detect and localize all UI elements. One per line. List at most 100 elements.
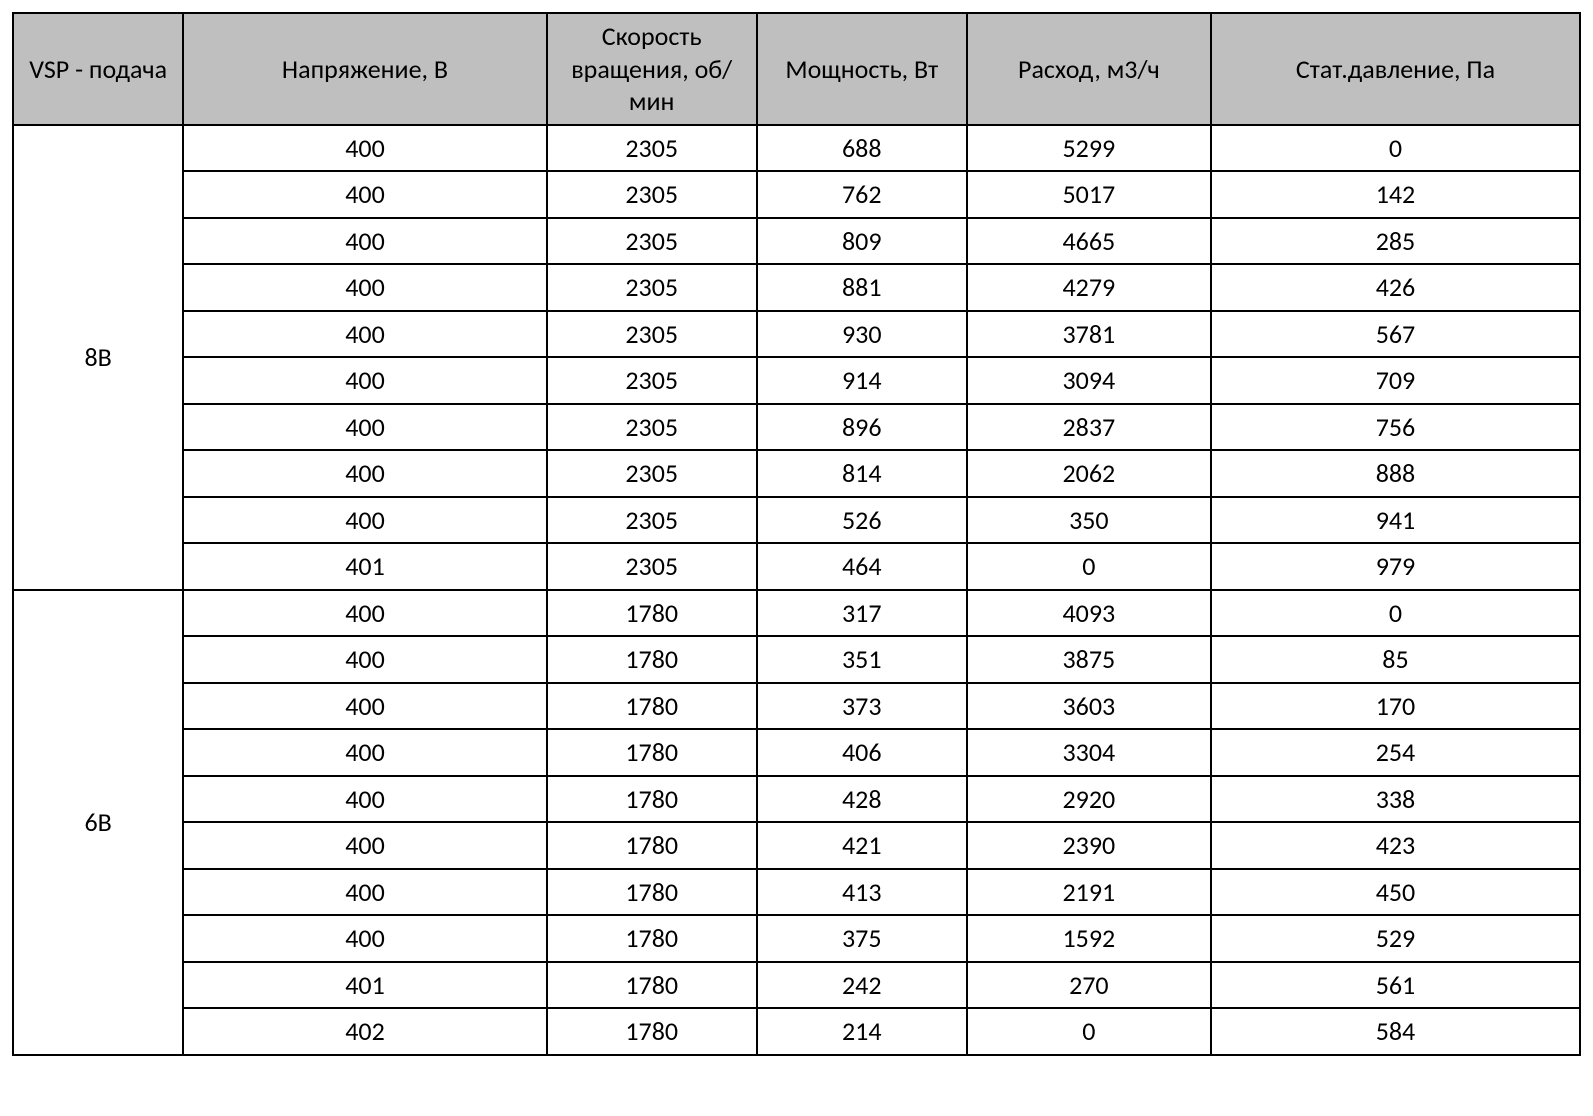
data-cell: 375 — [757, 915, 967, 962]
data-cell: 464 — [757, 543, 967, 590]
data-cell: 0 — [1211, 125, 1580, 172]
data-cell: 1780 — [547, 822, 757, 869]
data-cell: 400 — [183, 776, 546, 823]
data-cell: 1780 — [547, 915, 757, 962]
data-cell: 709 — [1211, 357, 1580, 404]
data-cell: 373 — [757, 683, 967, 730]
table-row: 40017804212390423 — [13, 822, 1580, 869]
data-cell: 561 — [1211, 962, 1580, 1009]
data-cell: 2305 — [547, 125, 757, 172]
table-row: 40123054640979 — [13, 543, 1580, 590]
data-cell: 930 — [757, 311, 967, 358]
data-cell: 400 — [183, 497, 546, 544]
data-cell: 350 — [967, 497, 1211, 544]
table-row: 40023058962837756 — [13, 404, 1580, 451]
col-header-flow: Расход, м3/ч — [967, 13, 1211, 125]
table-row: 40023058142062888 — [13, 450, 1580, 497]
data-cell: 1780 — [547, 1008, 757, 1055]
data-cell: 0 — [967, 1008, 1211, 1055]
data-cell: 2305 — [547, 218, 757, 265]
table-row: 4002305526350941 — [13, 497, 1580, 544]
data-cell: 526 — [757, 497, 967, 544]
data-cell: 888 — [1211, 450, 1580, 497]
data-cell: 401 — [183, 962, 546, 1009]
data-cell: 421 — [757, 822, 967, 869]
data-cell: 406 — [757, 729, 967, 776]
data-cell: 1780 — [547, 590, 757, 637]
table-row: 40023058094665285 — [13, 218, 1580, 265]
data-cell: 1780 — [547, 636, 757, 683]
data-cell: 2305 — [547, 404, 757, 451]
table-row: 40017804132191450 — [13, 869, 1580, 916]
vsp-data-table: VSP - подача Напряжение, В Скорость вращ… — [12, 12, 1581, 1056]
group-label: 6В — [13, 590, 183, 1055]
data-cell: 170 — [1211, 683, 1580, 730]
data-cell: 762 — [757, 171, 967, 218]
data-cell: 85 — [1211, 636, 1580, 683]
data-cell: 1780 — [547, 683, 757, 730]
col-header-rpm: Скорость вращения, об/мин — [547, 13, 757, 125]
data-cell: 400 — [183, 683, 546, 730]
data-cell: 426 — [1211, 264, 1580, 311]
data-cell: 0 — [967, 543, 1211, 590]
data-cell: 756 — [1211, 404, 1580, 451]
data-cell: 584 — [1211, 1008, 1580, 1055]
col-header-vsp: VSP - подача — [13, 13, 183, 125]
data-cell: 400 — [183, 404, 546, 451]
table-row: 40217802140584 — [13, 1008, 1580, 1055]
data-cell: 1780 — [547, 869, 757, 916]
data-cell: 214 — [757, 1008, 967, 1055]
data-cell: 529 — [1211, 915, 1580, 962]
data-cell: 142 — [1211, 171, 1580, 218]
col-header-voltage: Напряжение, В — [183, 13, 546, 125]
data-cell: 2191 — [967, 869, 1211, 916]
data-cell: 400 — [183, 264, 546, 311]
data-cell: 688 — [757, 125, 967, 172]
data-cell: 338 — [1211, 776, 1580, 823]
data-cell: 896 — [757, 404, 967, 451]
table-row: 40017804282920338 — [13, 776, 1580, 823]
group-label: 8В — [13, 125, 183, 590]
data-cell: 254 — [1211, 729, 1580, 776]
data-cell: 400 — [183, 590, 546, 637]
data-cell: 400 — [183, 915, 546, 962]
data-cell: 400 — [183, 125, 546, 172]
data-cell: 400 — [183, 822, 546, 869]
table-row: 40017804063304254 — [13, 729, 1580, 776]
col-header-power: Мощность, Вт — [757, 13, 967, 125]
data-cell: 317 — [757, 590, 967, 637]
data-cell: 4665 — [967, 218, 1211, 265]
data-cell: 5299 — [967, 125, 1211, 172]
data-cell: 2305 — [547, 450, 757, 497]
table-row: 40023059143094709 — [13, 357, 1580, 404]
data-cell: 2920 — [967, 776, 1211, 823]
data-cell: 3094 — [967, 357, 1211, 404]
data-cell: 270 — [967, 962, 1211, 1009]
col-header-pressure: Стат.давление, Па — [1211, 13, 1580, 125]
data-cell: 413 — [757, 869, 967, 916]
table-row: 40023059303781567 — [13, 311, 1580, 358]
data-cell: 814 — [757, 450, 967, 497]
data-cell: 351 — [757, 636, 967, 683]
table-row: 40023058814279426 — [13, 264, 1580, 311]
data-cell: 1780 — [547, 962, 757, 1009]
data-cell: 2305 — [547, 497, 757, 544]
table-row: 4011780242270561 — [13, 962, 1580, 1009]
data-cell: 0 — [1211, 590, 1580, 637]
data-cell: 1780 — [547, 729, 757, 776]
data-cell: 979 — [1211, 543, 1580, 590]
data-cell: 5017 — [967, 171, 1211, 218]
data-cell: 400 — [183, 450, 546, 497]
table-row: 40023057625017142 — [13, 171, 1580, 218]
data-cell: 2305 — [547, 543, 757, 590]
data-cell: 3603 — [967, 683, 1211, 730]
data-cell: 423 — [1211, 822, 1580, 869]
data-cell: 400 — [183, 869, 546, 916]
data-cell: 400 — [183, 171, 546, 218]
data-cell: 2305 — [547, 171, 757, 218]
table-header: VSP - подача Напряжение, В Скорость вращ… — [13, 13, 1580, 125]
table-row: 4001780351387585 — [13, 636, 1580, 683]
data-cell: 881 — [757, 264, 967, 311]
data-cell: 402 — [183, 1008, 546, 1055]
table-row: 40017803733603170 — [13, 683, 1580, 730]
